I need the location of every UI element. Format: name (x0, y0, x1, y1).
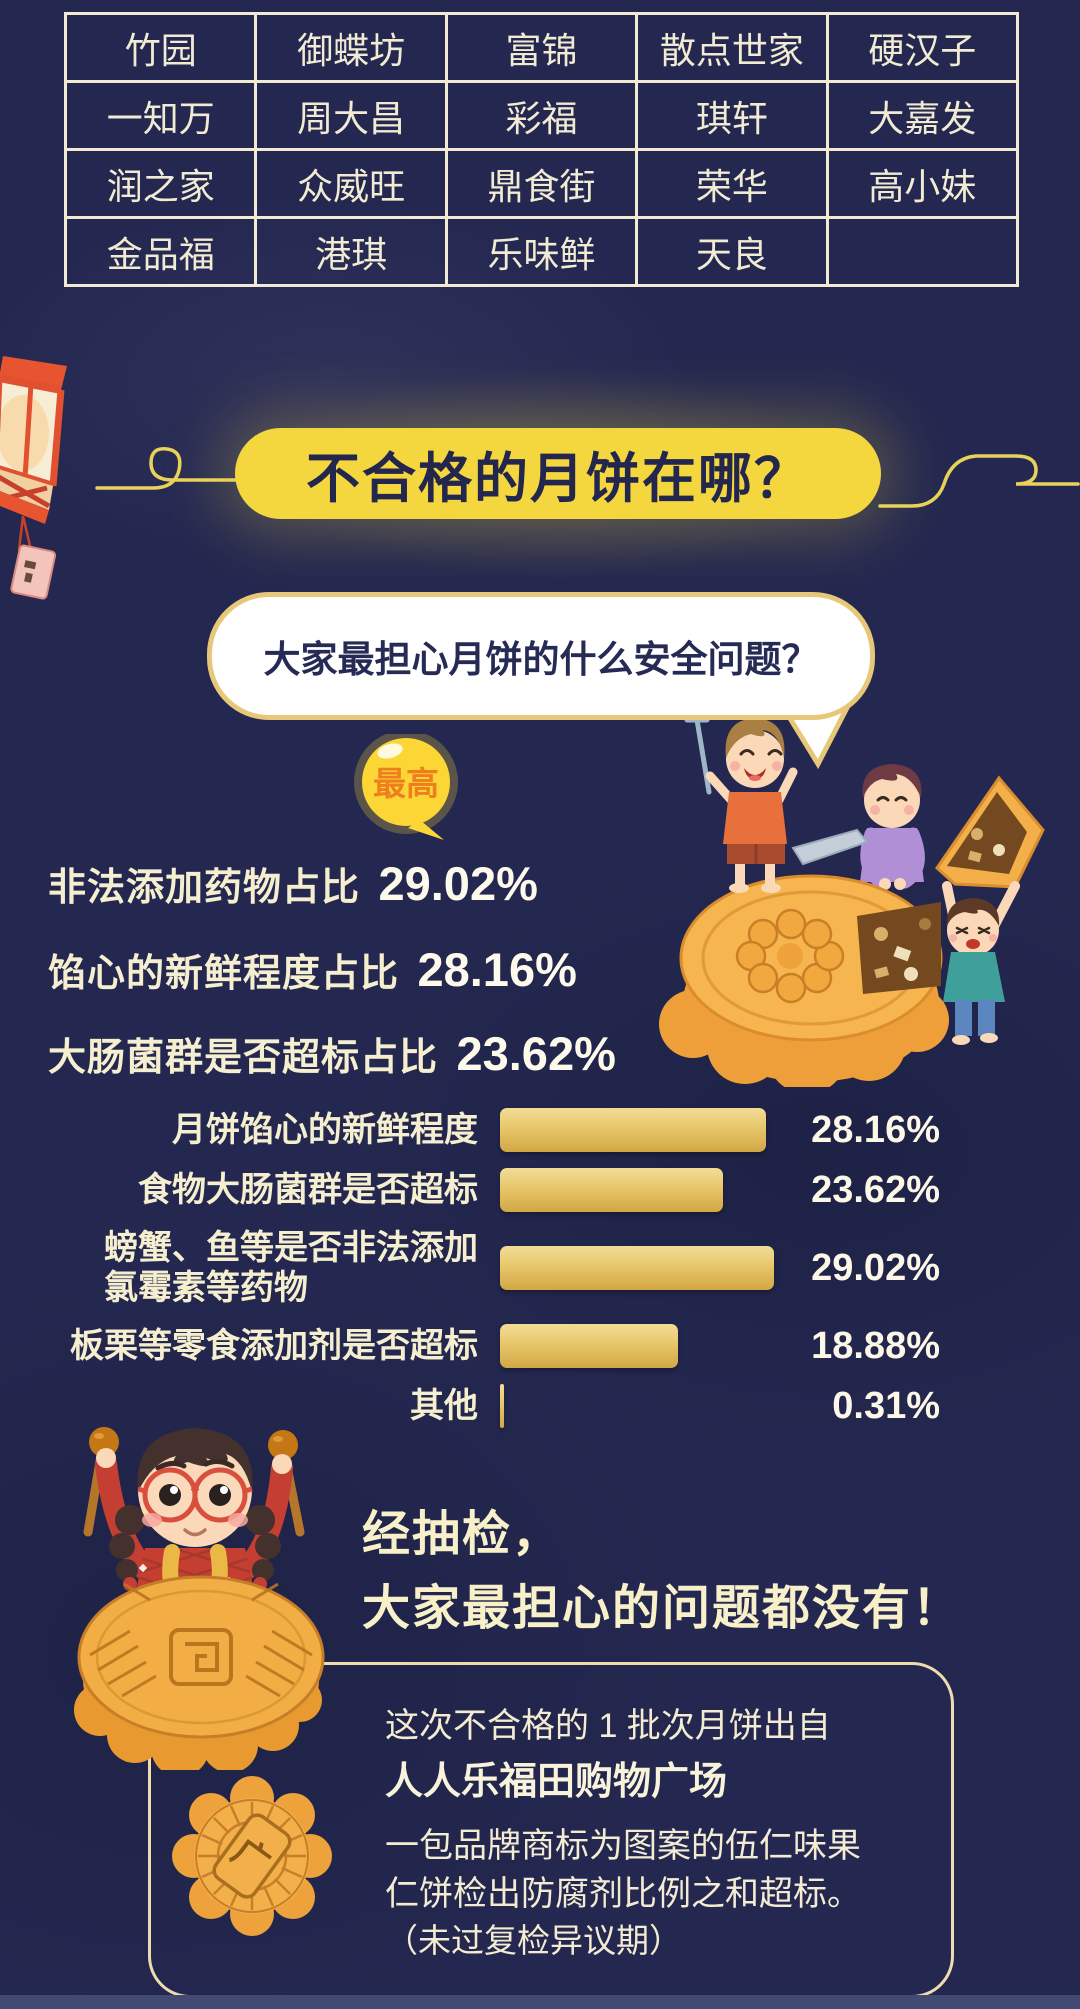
brand-cell: 荣华 (635, 148, 829, 219)
stat-label: 大肠菌群是否超标占比 (48, 1037, 439, 1079)
stat-label: 馅心的新鲜程度占比 (48, 953, 400, 995)
kid-teal-icon (935, 775, 1045, 1045)
chart-row: 螃蟹、鱼等是否非法添加 氯霉素等药物 29.02% (48, 1228, 940, 1308)
kid-orange-icon (684, 693, 798, 893)
box-desc-2: 仁饼检出防腐剂比例之和超标。 (385, 1875, 861, 1913)
lantern-icon (0, 356, 67, 600)
kids-mooncake-illustration (659, 693, 1045, 1087)
chart-row: 月饼馅心的新鲜程度 28.16% (48, 1108, 940, 1152)
stat-label: 非法添加药物占比 (48, 867, 361, 909)
brand-cell: 高小妹 (825, 148, 1020, 219)
question-text: 大家最担心月饼的什么安全问题？ (263, 639, 819, 680)
bar (500, 1246, 774, 1290)
brand-cell: 大嘉发 (825, 80, 1020, 151)
stat-row: 大肠菌群是否超标占比 23.62% (48, 1026, 616, 1081)
table-row: 竹园 御蝶坊 富锦 散点世家 硬汉子 (63, 12, 1020, 83)
bar (500, 1384, 504, 1428)
brand-cell: 琪轩 (635, 80, 829, 151)
table-row: 润之家 众威旺 鼎食街 荣华 高小妹 (63, 148, 1020, 219)
highest-badge: 最高 (354, 734, 458, 840)
conclusion-line-2: 大家最担心的问题都没有！ (362, 1582, 963, 1635)
brand-table: 竹园 御蝶坊 富锦 散点世家 硬汉子 一知万 周大昌 彩福 琪轩 大嘉发 润之家… (63, 12, 1020, 287)
survey-chart: 月饼馅心的新鲜程度 28.16% 食物大肠菌群是否超标 23.62% 螃蟹、鱼等… (48, 1108, 940, 1444)
swirl-line-left-icon (95, 447, 240, 490)
stat-value: 28.16% (417, 943, 577, 996)
brand-cell: 硬汉子 (825, 12, 1020, 83)
bar-value: 29.02% (811, 1246, 940, 1289)
big-mooncake-icon (659, 828, 949, 1087)
brand-cell: 鼎食街 (444, 148, 639, 219)
girl-illustration (74, 1427, 325, 1770)
brand-cell: 金品福 (63, 216, 258, 287)
question-bubble: 大家最担心月饼的什么安全问题？ (207, 592, 875, 720)
swirl-line-right-icon (878, 454, 1080, 508)
bar (500, 1324, 678, 1368)
brand-cell: 一知万 (63, 80, 258, 151)
bar-label: 板栗等零食添加剂是否超标 (70, 1327, 478, 1365)
chart-row: 其他 0.31% (48, 1384, 940, 1428)
box-note: （未过复检异议期） (385, 1922, 682, 1959)
stat-value: 29.02% (378, 857, 538, 910)
bar-label: 螃蟹、鱼等是否非法添加 氯霉素等药物 (104, 1229, 478, 1307)
box-desc-1: 一包品牌商标为图案的伍仁味果 (385, 1827, 861, 1865)
brand-cell: 周大昌 (254, 80, 448, 151)
bar-label: 月饼馅心的新鲜程度 (172, 1111, 478, 1149)
chart-row: 板栗等零食添加剂是否超标 18.88% (48, 1324, 940, 1368)
box-intro: 这次不合格的 1 批次月饼出自 (385, 1707, 831, 1745)
bar-label: 食物大肠菌群是否超标 (138, 1171, 478, 1209)
girl-mooncake-icon (74, 1575, 325, 1770)
brand-cell: 散点世家 (635, 12, 829, 83)
stat-row: 馅心的新鲜程度占比 28.16% (48, 942, 577, 997)
brand-cell: 天良 (635, 216, 829, 287)
box-store: 人人乐福田购物广场 (385, 1761, 728, 1803)
conclusion-line-1: 经抽检， (362, 1508, 563, 1561)
kid-purple-icon (860, 764, 925, 890)
bar-value: 18.88% (811, 1324, 940, 1367)
brand-cell: 众威旺 (254, 148, 448, 219)
brand-cell: 乐味鲜 (444, 216, 639, 287)
bar-value: 23.62% (811, 1168, 940, 1211)
section-title-pill: 不合格的月饼在哪？ (235, 428, 881, 519)
brand-cell: 竹园 (63, 12, 258, 83)
brand-cell (825, 216, 1020, 287)
brand-cell: 港琪 (254, 216, 448, 287)
badge-text: 最高 (373, 765, 439, 802)
bar-label: 其他 (410, 1387, 478, 1425)
brand-cell: 御蝶坊 (254, 12, 448, 83)
bar-value: 28.16% (811, 1108, 940, 1151)
stat-row: 非法添加药物占比 29.02% (48, 856, 538, 911)
table-row: 一知万 周大昌 彩福 琪轩 大嘉发 (63, 80, 1020, 151)
brand-cell: 润之家 (63, 148, 258, 219)
brand-cell: 彩福 (444, 80, 639, 151)
knife-icon (791, 828, 869, 866)
brand-cell: 富锦 (444, 12, 639, 83)
bottom-strip (0, 1995, 1080, 2009)
section-title: 不合格的月饼在哪？ (306, 449, 810, 509)
stat-value: 23.62% (456, 1027, 616, 1080)
bar (500, 1168, 723, 1212)
mooncake-stamp-icon: 广 (172, 1776, 332, 1936)
bar (500, 1108, 766, 1152)
bar-value: 0.31% (832, 1384, 940, 1427)
chart-row: 食物大肠菌群是否超标 23.62% (48, 1168, 940, 1212)
table-row: 金品福 港琪 乐味鲜 天良 (63, 216, 1020, 287)
